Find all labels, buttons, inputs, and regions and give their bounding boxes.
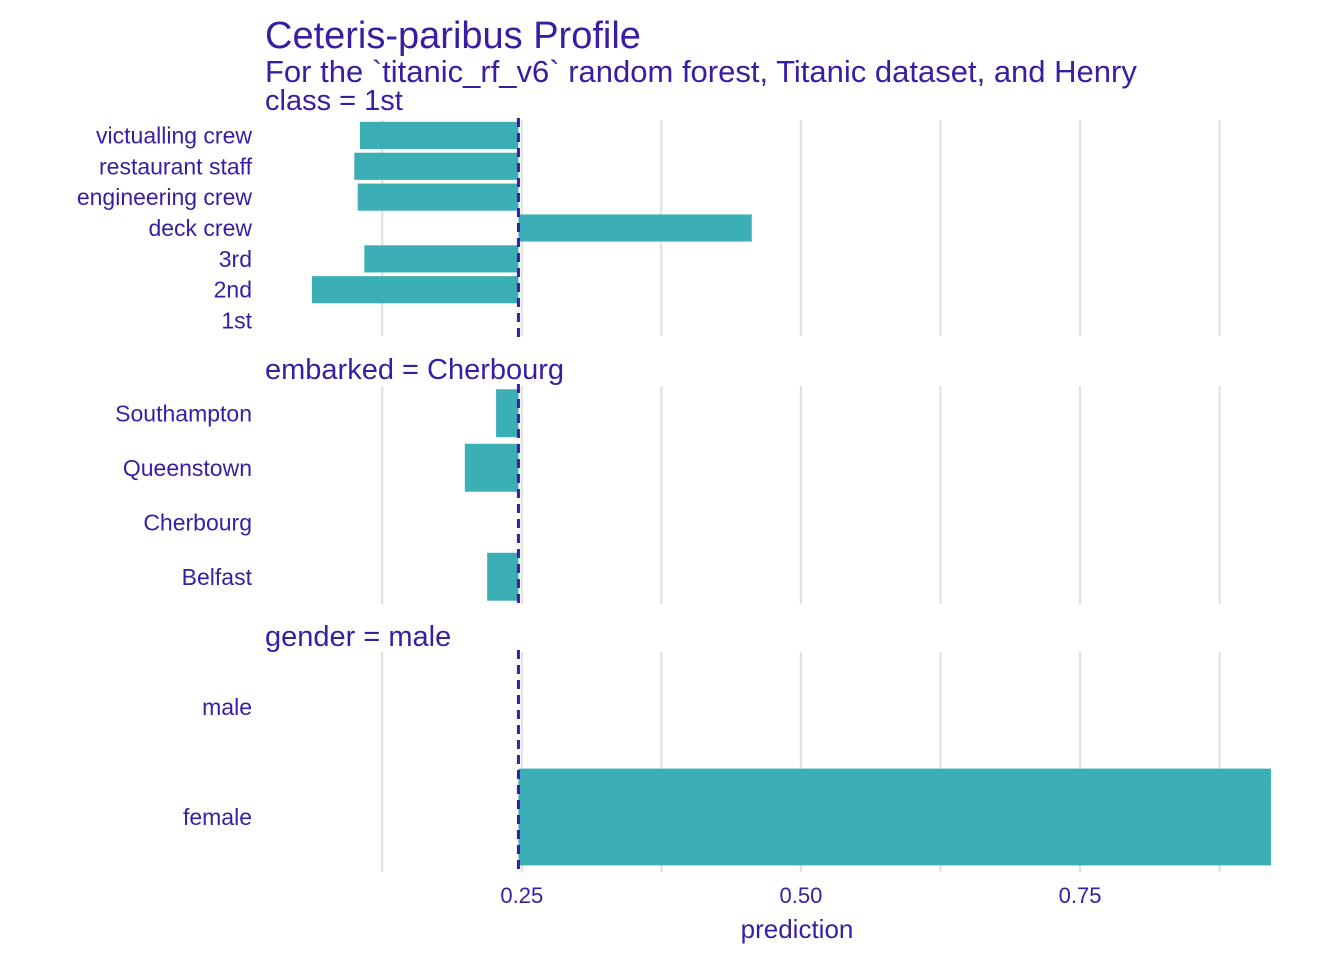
bar	[354, 152, 519, 180]
grid-layer	[381, 120, 1221, 872]
bar	[364, 245, 519, 273]
category-label: engineering crew	[77, 184, 253, 210]
bar	[518, 214, 752, 242]
category-label: Southampton	[115, 400, 252, 426]
bar-layer	[311, 121, 1271, 866]
chart-subtitle: For the `titanic_rf_v6` random forest, T…	[265, 54, 1137, 89]
category-label: 1st	[221, 308, 252, 334]
category-label: restaurant staff	[99, 153, 253, 179]
category-label: victualling crew	[96, 122, 252, 148]
bar	[496, 389, 519, 438]
bar	[311, 276, 519, 304]
panel-strip-label: embarked = Cherbourg	[265, 354, 564, 386]
label-layer: class = 1st victualling crew restaurant st…	[77, 85, 1102, 908]
x-tick-label: 0.75	[1059, 883, 1102, 908]
category-label: 2nd	[214, 277, 252, 303]
x-axis-label: prediction	[741, 914, 854, 944]
bar	[518, 768, 1271, 866]
bar	[464, 443, 519, 492]
bar	[487, 552, 519, 601]
category-label: 3rd	[219, 246, 252, 272]
chart-title: Ceteris-paribus Profile	[265, 15, 641, 57]
category-label: female	[183, 804, 252, 830]
category-label: male	[202, 694, 252, 720]
panel-strip-label: class = 1st	[265, 85, 403, 117]
panel-strip-label: gender = male	[265, 621, 451, 653]
x-tick-label: 0.25	[500, 883, 543, 908]
category-label: deck crew	[148, 215, 252, 241]
bar	[359, 121, 519, 150]
x-tick-label: 0.50	[779, 883, 822, 908]
category-label: Cherbourg	[143, 509, 252, 535]
category-label: Queenstown	[123, 455, 252, 481]
bar	[357, 183, 519, 211]
category-label: Belfast	[182, 564, 253, 590]
